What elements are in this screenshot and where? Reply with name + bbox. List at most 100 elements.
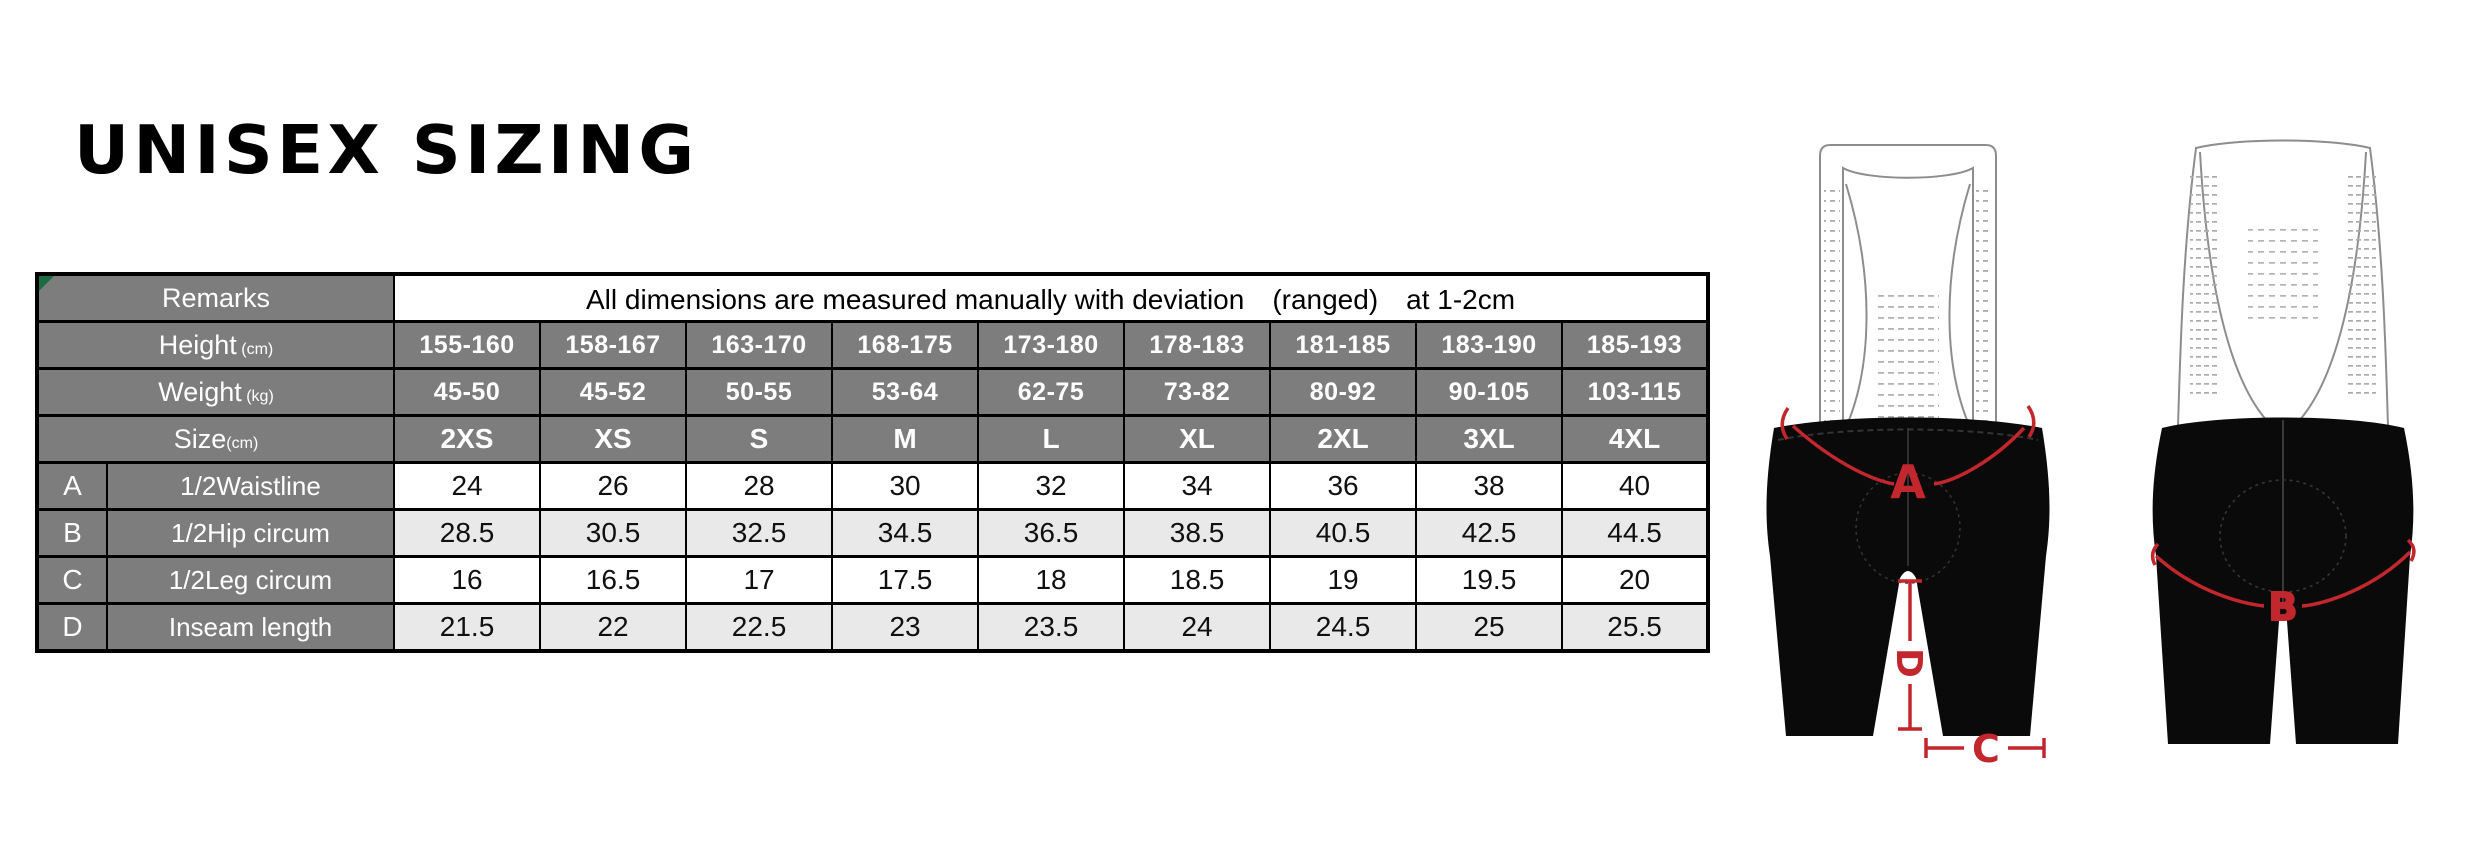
header-value-cell: 2XS — [393, 414, 542, 464]
header-unit: (kg) — [241, 387, 274, 405]
measure-letter-cell: B — [36, 508, 108, 558]
measure-value-cell: 22 — [539, 602, 688, 653]
measure-value-cell: 18.5 — [1123, 555, 1272, 605]
measure-value-cell: 24.5 — [1269, 602, 1418, 653]
bib-shorts-front-diagram: A D C — [1766, 144, 2050, 771]
measure-value-cell: 32.5 — [685, 508, 834, 558]
measure-letter-cell: D — [36, 602, 108, 653]
hip-measure-end-right — [2406, 538, 2416, 562]
header-unit: (cm) — [236, 340, 274, 358]
hip-measure-line-left — [2154, 554, 2265, 608]
measure-value-cell: 38.5 — [1123, 508, 1272, 558]
header-label-cell: Weight (kg) — [35, 367, 396, 417]
header-label-cell: Size(cm) — [35, 414, 396, 464]
measure-value-cell: 23 — [831, 602, 980, 653]
measure-value-cell: 24 — [1123, 602, 1272, 653]
header-value-cell: 90-105 — [1415, 367, 1564, 417]
remarks-header-cell: Remarks — [35, 272, 396, 323]
header-value-cell: 163-170 — [685, 320, 834, 370]
strap-mesh-left — [1824, 188, 1840, 423]
waist-measure-line-right — [1933, 426, 2026, 486]
measure-value-cell: 28 — [685, 461, 834, 511]
header-value-cell: 178-183 — [1123, 320, 1272, 370]
measure-label-cell: Inseam length — [105, 602, 396, 653]
header-value-cell: XL — [1123, 414, 1272, 464]
measure-value-cell: 24 — [393, 461, 542, 511]
header-value-cell: 185-193 — [1561, 320, 1710, 370]
measure-value-cell: 22.5 — [685, 602, 834, 653]
back-mesh-center — [2248, 221, 2318, 326]
bib-shorts-back-diagram: B — [2150, 139, 2416, 744]
header-row-size: Size(cm) 2XS XS S M L XL 2XL 3XL 4XL — [35, 414, 1710, 464]
header-label-cell: Height (cm) — [35, 320, 396, 370]
measure-label-a: A — [1890, 455, 1926, 509]
header-value-cell: 181-185 — [1269, 320, 1418, 370]
header-value-cell: 103-115 — [1561, 367, 1710, 417]
measure-label-cell: 1/2Leg circum — [105, 555, 396, 605]
measure-value-cell: 23.5 — [977, 602, 1126, 653]
measure-value-cell: 34 — [1123, 461, 1272, 511]
strap-mesh-right — [1976, 188, 1992, 423]
measure-value-cell: 28.5 — [393, 508, 542, 558]
header-value-cell: XS — [539, 414, 688, 464]
back-shorts — [2152, 417, 2414, 744]
header-value-cell: 80-92 — [1269, 367, 1418, 417]
header-value-cell: 4XL — [1561, 414, 1710, 464]
sizing-table: Remarks All dimensions are measured manua… — [35, 272, 1711, 653]
header-label: Size — [173, 423, 227, 454]
measure-value-cell: 19.5 — [1415, 555, 1564, 605]
header-value-cell: 2XL — [1269, 414, 1418, 464]
header-value-cell: 62-75 — [977, 367, 1126, 417]
back-bib-panel — [2176, 139, 2390, 427]
measure-value-cell: 40 — [1561, 461, 1710, 511]
measure-value-cell: 30.5 — [539, 508, 688, 558]
waist-measure-end-right — [2026, 405, 2036, 438]
header-value-cell: 168-175 — [831, 320, 980, 370]
header-row-height: Height (cm) 155-160 158-167 163-170 168-175 1… — [35, 320, 1710, 370]
measure-value-cell: 25.5 — [1561, 602, 1710, 653]
front-shorts — [1766, 417, 2050, 736]
measure-value-cell: 21.5 — [393, 602, 542, 653]
measure-value-cell: 36 — [1269, 461, 1418, 511]
hip-measure-end-left — [2150, 542, 2160, 566]
chamois-pad-outline-back — [2219, 479, 2347, 593]
measure-value-cell: 17 — [685, 555, 834, 605]
measure-row-a: A 1/2Waistline 24 26 28 30 32 34 36 38 40 — [36, 461, 1710, 511]
header-value-cell: S — [685, 414, 834, 464]
back-mesh-left — [2190, 176, 2218, 401]
header-value-cell: 45-50 — [393, 367, 542, 417]
header-value-cell: 3XL — [1415, 414, 1564, 464]
header-value-cell: 155-160 — [393, 320, 542, 370]
measure-letter-cell: A — [36, 461, 108, 511]
measure-value-cell: 16 — [393, 555, 542, 605]
waist-measure-line-left — [1791, 424, 1895, 486]
measure-value-cell: 16.5 — [539, 555, 688, 605]
header-value-cell: L — [977, 414, 1126, 464]
measure-value-cell: 26 — [539, 461, 688, 511]
header-value-cell: 183-190 — [1415, 320, 1564, 370]
measure-value-cell: 32 — [977, 461, 1126, 511]
measure-value-cell: 38 — [1415, 461, 1564, 511]
measure-label-b: B — [2269, 585, 2298, 629]
back-mesh-right — [2348, 176, 2376, 401]
measure-value-cell: 34.5 — [831, 508, 980, 558]
header-unit: (cm) — [226, 434, 259, 452]
excel-comment-corner-marker — [39, 276, 54, 291]
measure-value-cell: 36.5 — [977, 508, 1126, 558]
header-value-cell: 50-55 — [685, 367, 834, 417]
header-value-cell: 45-52 — [539, 367, 688, 417]
header-label: Weight — [158, 376, 242, 407]
measure-value-cell: 20 — [1561, 555, 1710, 605]
header-value-cell: 73-82 — [1123, 367, 1272, 417]
back-measurements — [2150, 538, 2416, 608]
measure-label-d: D — [1888, 648, 1929, 678]
chamois-pad-outline — [1855, 472, 1961, 584]
measure-value-cell: 19 — [1269, 555, 1418, 605]
hip-measure-line-right — [2301, 550, 2412, 608]
sizing-table-body: Remarks All dimensions are measured manua… — [35, 272, 1710, 653]
header-label: Height — [158, 329, 237, 360]
measure-label-cell: 1/2Hip circum — [105, 508, 396, 558]
measure-label-cell: 1/2Waistline — [105, 461, 396, 511]
measure-row-b: B 1/2Hip circum 28.5 30.5 32.5 34.5 36.5 38.5 40… — [36, 508, 1710, 558]
header-value-cell: M — [831, 414, 980, 464]
